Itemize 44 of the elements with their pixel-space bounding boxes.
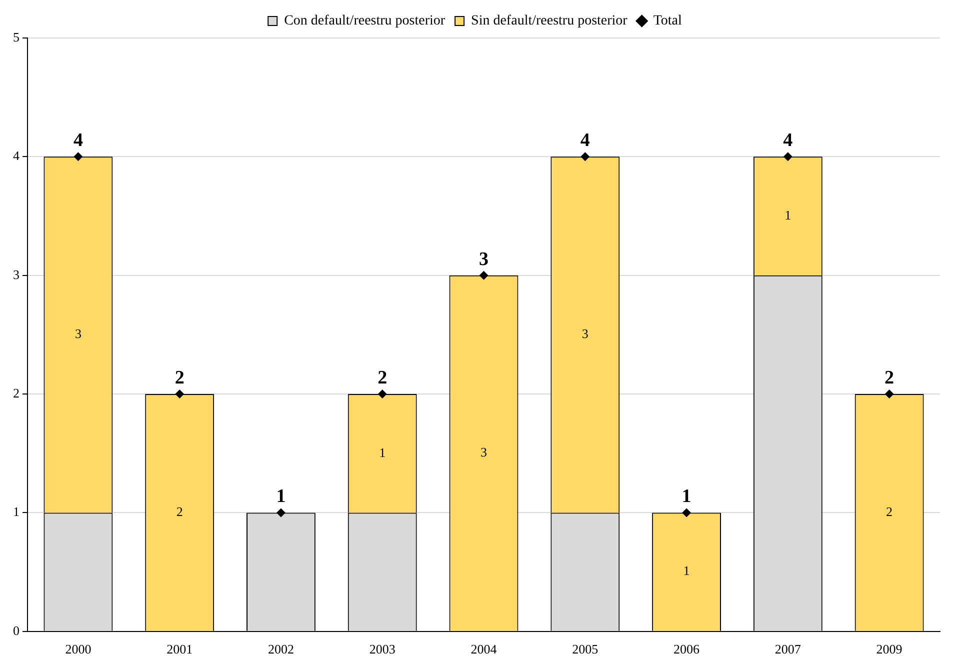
x-tick-label: 2000 [65,642,92,657]
data-label: 1 [784,207,792,222]
point [378,390,387,399]
total-label: 2 [884,367,894,388]
total-label: 1 [682,486,692,508]
y-tick-label: 2 [13,385,20,400]
y-tick-label: 4 [13,148,20,164]
y-tick-label: 1 [13,504,20,520]
point [682,508,692,518]
point [276,508,286,518]
y-tick-label: 5 [13,29,20,44]
x-tick-label: 2001 [166,642,193,657]
y-tick-label: 3 [13,266,20,282]
point [580,152,590,162]
point [74,152,83,162]
point [479,270,488,280]
point [175,390,184,399]
x-tick-label: 2002 [268,642,294,657]
x-tick-label: 2006 [674,642,700,657]
x-tick-label: 2005 [572,642,598,657]
data-label: 3 [582,326,588,342]
point [783,152,792,162]
data-label: 1 [379,444,386,460]
x-tick-label: 2007 [774,642,802,657]
y-tick-label: 0 [13,622,20,638]
legend-label: Sin default/reestru posterior [471,14,628,29]
point [884,390,894,399]
data-label: 3 [480,444,487,460]
x-tick-label: 2004 [470,642,498,657]
x-tick-label: 2003 [369,642,396,657]
total-label: 1 [276,486,286,508]
data-label: 2 [886,504,893,519]
total-label: 2 [378,367,388,388]
legend-label: Total [653,14,682,29]
total-label: 2 [174,367,184,388]
total-label: 4 [580,130,590,152]
data-label: 2 [176,504,183,519]
total-label: 3 [479,248,488,270]
total-label: 4 [73,130,84,152]
total-label: 4 [783,130,794,152]
x-tick-label: 2009 [876,642,902,657]
legend-label: Con default/reestru posterior [284,14,446,29]
data-label: 3 [74,326,82,342]
data-label: 1 [683,563,690,578]
